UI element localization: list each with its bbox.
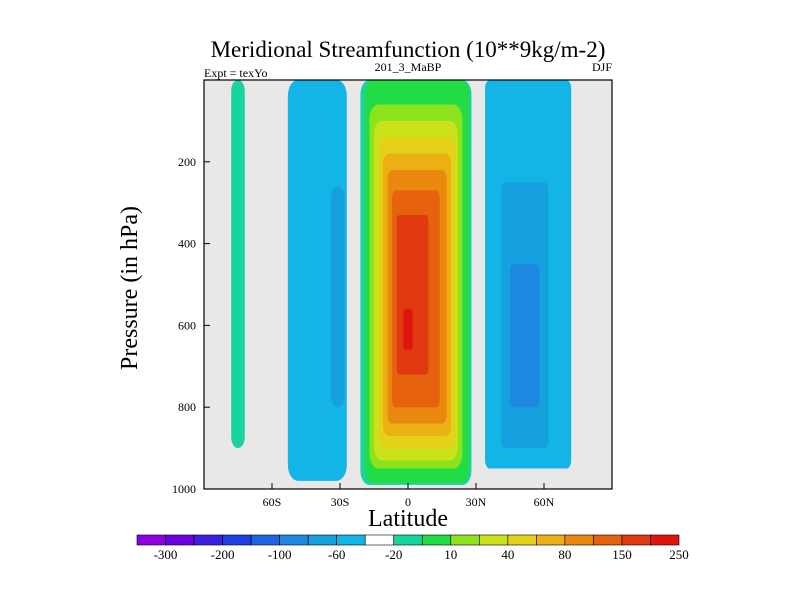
y-tick-label: 800	[178, 400, 196, 414]
colorbar-swatch	[621, 534, 651, 546]
x-tick-label: 0	[405, 495, 411, 509]
colorbar-label: -200	[211, 547, 235, 562]
colorbar-swatch	[336, 534, 366, 546]
chart-subtitle-right: DJF	[592, 60, 612, 74]
y-tick-label: 400	[178, 237, 196, 251]
contour-hadley-core	[403, 309, 413, 350]
chart-subtitle-left: Expt = texYo	[204, 66, 268, 80]
y-tick-label: 600	[178, 318, 196, 332]
y-tick-label: 1000	[172, 482, 196, 496]
y-axis-label: Pressure (in hPa)	[117, 206, 143, 370]
contour-sh-high-lat-cell	[231, 80, 245, 449]
y-tick-label: 200	[178, 155, 196, 169]
colorbar-swatch	[507, 534, 537, 546]
colorbar-swatch	[564, 534, 594, 546]
x-axis-label: Latitude	[368, 506, 448, 532]
contour-nh-ferrel-inner	[510, 264, 540, 408]
plot-area	[204, 80, 612, 489]
colorbar-swatch	[650, 534, 680, 546]
colorbar-swatch	[479, 534, 509, 546]
colorbar-swatch	[165, 534, 195, 546]
colorbar-label: -100	[268, 547, 292, 562]
colorbar-swatch	[421, 534, 452, 546]
colorbar-swatch	[250, 534, 280, 546]
colorbar-swatch	[593, 534, 623, 546]
chart-subtitle-center: 201_3_MaBP	[375, 60, 442, 74]
colorbar-label: 80	[558, 547, 571, 562]
colorbar-label: 10	[444, 547, 457, 562]
colorbar-swatch	[393, 534, 423, 546]
colorbar-label: 250	[669, 547, 689, 562]
colorbar-swatch	[364, 534, 395, 546]
x-tick-label: 60N	[534, 495, 555, 509]
contour-sh-mid-lat-core	[330, 186, 345, 408]
colorbar-swatch	[450, 534, 480, 546]
colorbar: -300 -200 -100 -60 -20 10 40 80 150 250	[136, 534, 689, 562]
x-tick-label: 60S	[263, 495, 282, 509]
x-tick-label: 30S	[331, 495, 350, 509]
colorbar-swatch	[136, 534, 166, 546]
axes: 60S 30S 0 30N 60N 200 400 600 800 1000	[172, 79, 613, 509]
colorbar-swatch	[307, 534, 337, 546]
colorbar-label: 40	[501, 547, 514, 562]
colorbar-swatch	[536, 534, 566, 546]
colorbar-swatch	[222, 534, 252, 546]
colorbar-label: -60	[328, 547, 345, 562]
colorbar-label: 150	[612, 547, 632, 562]
colorbar-label: -20	[385, 547, 402, 562]
colorbar-swatch	[279, 534, 309, 546]
chart-title: Meridional Streamfunction (10**9kg/m-2)	[211, 37, 606, 62]
x-tick-label: 30N	[466, 495, 487, 509]
contour-hadley-300	[396, 214, 429, 375]
colorbar-label: -300	[154, 547, 178, 562]
colorbar-swatch	[193, 534, 223, 546]
